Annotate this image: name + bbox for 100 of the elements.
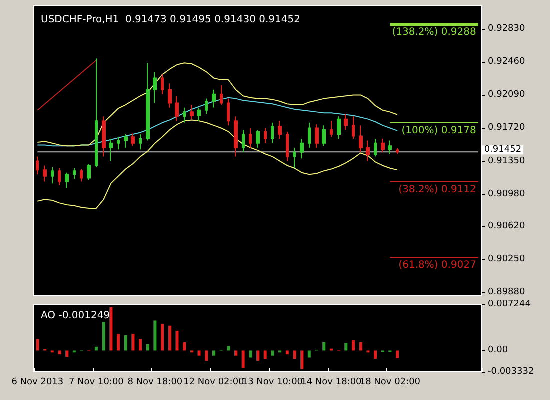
candlestick [205, 98, 208, 114]
candlestick [212, 89, 216, 108]
candlestick [227, 98, 230, 126]
bar [352, 340, 355, 351]
candlestick [197, 107, 201, 122]
bar [146, 344, 150, 351]
candlestick [315, 124, 319, 148]
y-tick-label: -0.003332 [488, 367, 534, 377]
bar [322, 342, 326, 351]
candlestick [220, 84, 223, 106]
candlestick [381, 138, 385, 153]
bar [102, 322, 106, 351]
bar [264, 350, 267, 360]
candlestick [124, 134, 128, 148]
bar [124, 335, 128, 351]
candlestick [293, 147, 296, 169]
candlestick [161, 74, 164, 95]
candlestick [352, 116, 355, 140]
candlestick [330, 120, 333, 138]
candlestick [249, 128, 252, 148]
bar [168, 326, 172, 351]
candlestick [359, 125, 363, 153]
bar [242, 350, 245, 368]
bar [110, 307, 113, 351]
candlestick [337, 116, 341, 140]
bar [396, 350, 400, 358]
x-tick-label: 8 Nov 18:00 [128, 378, 183, 388]
candlestick [153, 72, 157, 104]
candlestick [388, 140, 392, 155]
bar [256, 350, 260, 361]
candlestick [146, 62, 150, 142]
bar [116, 334, 120, 351]
candlestick [183, 107, 186, 124]
candlestick [51, 167, 54, 184]
candlestick [95, 58, 98, 168]
bar [132, 334, 135, 351]
y-tick-label: 0.00 [488, 346, 508, 356]
bar [176, 330, 179, 351]
candlestick [234, 116, 238, 158]
bar [138, 339, 142, 351]
candlestick [344, 113, 348, 131]
x-tick-label: 18 Nov 02:00 [360, 378, 421, 388]
ref-line-label: (38.2%) 0.9112 [398, 184, 476, 196]
y-tick-label: 0.90980 [488, 189, 526, 200]
bar [205, 350, 208, 361]
y-tick-label: 0.92090 [488, 90, 526, 100]
bar [308, 350, 311, 358]
bar [36, 339, 40, 351]
ref-line-label: (100%) 0.9178 [402, 125, 476, 136]
candlestick [242, 130, 245, 153]
bar [286, 350, 289, 355]
ref-line-label: (61.8%) 0.9027 [398, 260, 476, 272]
bar [271, 350, 274, 356]
candlestick [87, 163, 91, 180]
bar [374, 350, 378, 360]
candlestick [73, 168, 76, 180]
candlestick [102, 116, 106, 158]
x-tick-label: 13 Nov 10:00 [242, 378, 304, 388]
ref-line-label: 0.91452 [484, 145, 522, 156]
ref-line-label: (138.2%) 0.9288 [392, 27, 476, 38]
candlestick [131, 133, 135, 147]
y-tick-label: 0.91720 [488, 123, 526, 134]
text: AO -0.001249 [41, 310, 110, 322]
x-tick-label: 14 Nov 18:00 [301, 378, 362, 388]
candlestick [286, 131, 289, 162]
candlestick [58, 168, 61, 186]
bar [293, 350, 296, 360]
candlestick [278, 120, 282, 140]
y-tick-label: 0.91350 [488, 156, 526, 166]
bar [94, 346, 98, 351]
y-tick-label: 0.90620 [488, 221, 526, 232]
x-tick-label: 7 Nov 10:00 [68, 378, 124, 388]
bar [183, 342, 186, 351]
bar [58, 350, 62, 355]
candlestick [175, 96, 179, 122]
candlestick [109, 138, 113, 162]
candlestick [139, 134, 142, 150]
bar [249, 350, 252, 358]
candlestick [117, 136, 120, 150]
bar [359, 342, 362, 351]
bar [154, 320, 157, 351]
bar [344, 343, 348, 351]
candlestick [190, 104, 194, 120]
y-tick-label: 0.92460 [488, 57, 526, 68]
y-tick-label: 0.007244 [488, 300, 532, 310]
candlestick [80, 168, 83, 182]
bar [212, 350, 216, 356]
text: USDCHF-Pro,H1 0.91473 0.91495 0.91430 0.91452 [41, 14, 300, 26]
candlestick [366, 140, 370, 162]
y-tick-label: 0.90250 [488, 254, 526, 264]
candlestick [36, 156, 39, 176]
y-tick-label: 0.92830 [488, 24, 526, 34]
candlestick [43, 165, 47, 182]
candlestick [374, 138, 377, 158]
candlestick [65, 172, 69, 189]
candlestick [168, 83, 172, 108]
x-tick-label: 12 Nov 02:00 [184, 378, 245, 388]
bar [66, 350, 69, 358]
bar [161, 324, 164, 351]
line-series [37, 62, 398, 147]
